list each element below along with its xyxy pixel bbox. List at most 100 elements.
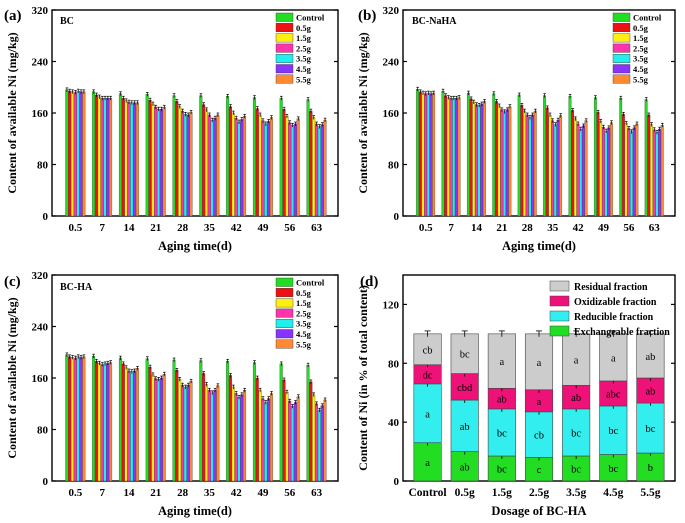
legend-label: Control <box>633 13 662 23</box>
bar <box>418 91 422 217</box>
legend-label: Control <box>296 278 325 288</box>
bar <box>309 110 313 217</box>
x-tick-label: 7 <box>448 222 454 234</box>
bar <box>627 128 631 217</box>
x-tick-label: 14 <box>471 222 483 234</box>
bar <box>240 394 244 482</box>
stacked-segment <box>562 455 591 482</box>
bar <box>202 104 206 217</box>
bar <box>472 101 476 217</box>
bar <box>189 381 193 482</box>
bar <box>175 101 179 217</box>
x-tick-label: 28 <box>177 222 189 234</box>
y-tick-label: 80 <box>37 160 49 172</box>
bar <box>285 392 289 482</box>
bar <box>71 91 74 217</box>
stacked-segment <box>636 452 665 482</box>
significance-letter: ab <box>645 387 655 398</box>
bar <box>226 96 230 217</box>
bar <box>216 114 220 217</box>
bar <box>79 91 83 217</box>
significance-letter: a <box>425 458 430 469</box>
bar <box>296 396 300 482</box>
panel-a: 0 80 160 240 320 Content of available Ni (mg/… <box>4 5 339 253</box>
x-tick-label: 7 <box>99 222 105 234</box>
bar <box>258 390 262 482</box>
bar <box>186 384 190 482</box>
significance-letter: a <box>537 358 542 369</box>
legend-label: 3.5g <box>296 319 312 329</box>
bar <box>151 374 155 482</box>
bar <box>282 379 286 482</box>
x-tick-label: 2.5g <box>529 487 549 499</box>
bar <box>421 92 425 217</box>
x-tick-label: 42 <box>231 487 243 499</box>
legend-label: 1.5g <box>296 33 312 43</box>
legend-label: 3.5g <box>296 54 312 64</box>
bar <box>635 123 639 217</box>
bar <box>517 94 521 217</box>
bar <box>243 390 247 482</box>
bar <box>145 358 149 482</box>
bar <box>106 98 110 217</box>
bar <box>581 125 585 217</box>
legend-label: 5.5g <box>296 74 312 84</box>
y-tick-label: 240 <box>32 57 49 69</box>
stacked-segment <box>636 377 665 404</box>
bar <box>533 110 537 217</box>
stacked-segment <box>450 451 479 482</box>
bar <box>124 367 128 482</box>
legend-swatch <box>275 64 294 74</box>
y-tick-label: 0 <box>43 211 49 223</box>
bar <box>312 117 316 217</box>
bar <box>523 110 526 217</box>
y-axis-label: Content of available Ni (mg/kg) <box>5 32 19 193</box>
bar <box>426 92 430 217</box>
bar <box>205 109 208 217</box>
bar <box>100 98 104 217</box>
significance-letter: dc <box>423 370 433 381</box>
bar <box>189 112 193 217</box>
bar <box>323 119 327 217</box>
panel-c: 0 80 160 240 320 Content of available Ni (mg/… <box>4 270 339 518</box>
bar <box>622 114 625 217</box>
x-tick-label: 35 <box>204 222 216 234</box>
bar <box>79 357 83 482</box>
stacked-segment <box>562 333 591 386</box>
bar <box>157 108 160 217</box>
bar <box>306 364 310 482</box>
bar <box>269 393 273 482</box>
legend-label: 4.5g <box>633 64 649 74</box>
legend-label: 2.5g <box>296 43 312 53</box>
bar <box>162 107 166 217</box>
legend-label: Exchangeable fraction <box>574 327 670 338</box>
significance-letter: cb <box>423 345 433 356</box>
legend-swatch <box>549 280 570 292</box>
significance-letter: bc <box>645 424 655 435</box>
y-tick-label: 320 <box>32 5 49 17</box>
bar <box>109 98 113 217</box>
bar <box>183 386 187 482</box>
panel-title: BC-NaHA <box>412 16 457 27</box>
y-tick-label: 160 <box>32 108 49 120</box>
bar <box>226 361 230 482</box>
x-tick-label: 63 <box>311 222 323 234</box>
bar <box>416 89 419 217</box>
y-tick-label: 320 <box>32 270 49 282</box>
legend-label: 0.5g <box>296 23 312 33</box>
bar <box>306 99 310 217</box>
significance-letter: a <box>574 356 579 367</box>
legend-swatch <box>275 288 294 297</box>
bar <box>151 103 155 217</box>
significance-letter: ab <box>571 393 581 404</box>
legend-swatch <box>275 12 294 22</box>
y-axis-label: Content of Ni (in % of total content) <box>356 285 370 471</box>
bar <box>231 112 235 217</box>
bar <box>604 130 608 217</box>
legend-swatch <box>549 295 570 307</box>
legend-swatch <box>275 277 294 287</box>
bar <box>475 104 478 217</box>
legend-swatch <box>275 329 294 339</box>
bar <box>127 370 131 482</box>
x-tick-label: 49 <box>598 222 610 234</box>
